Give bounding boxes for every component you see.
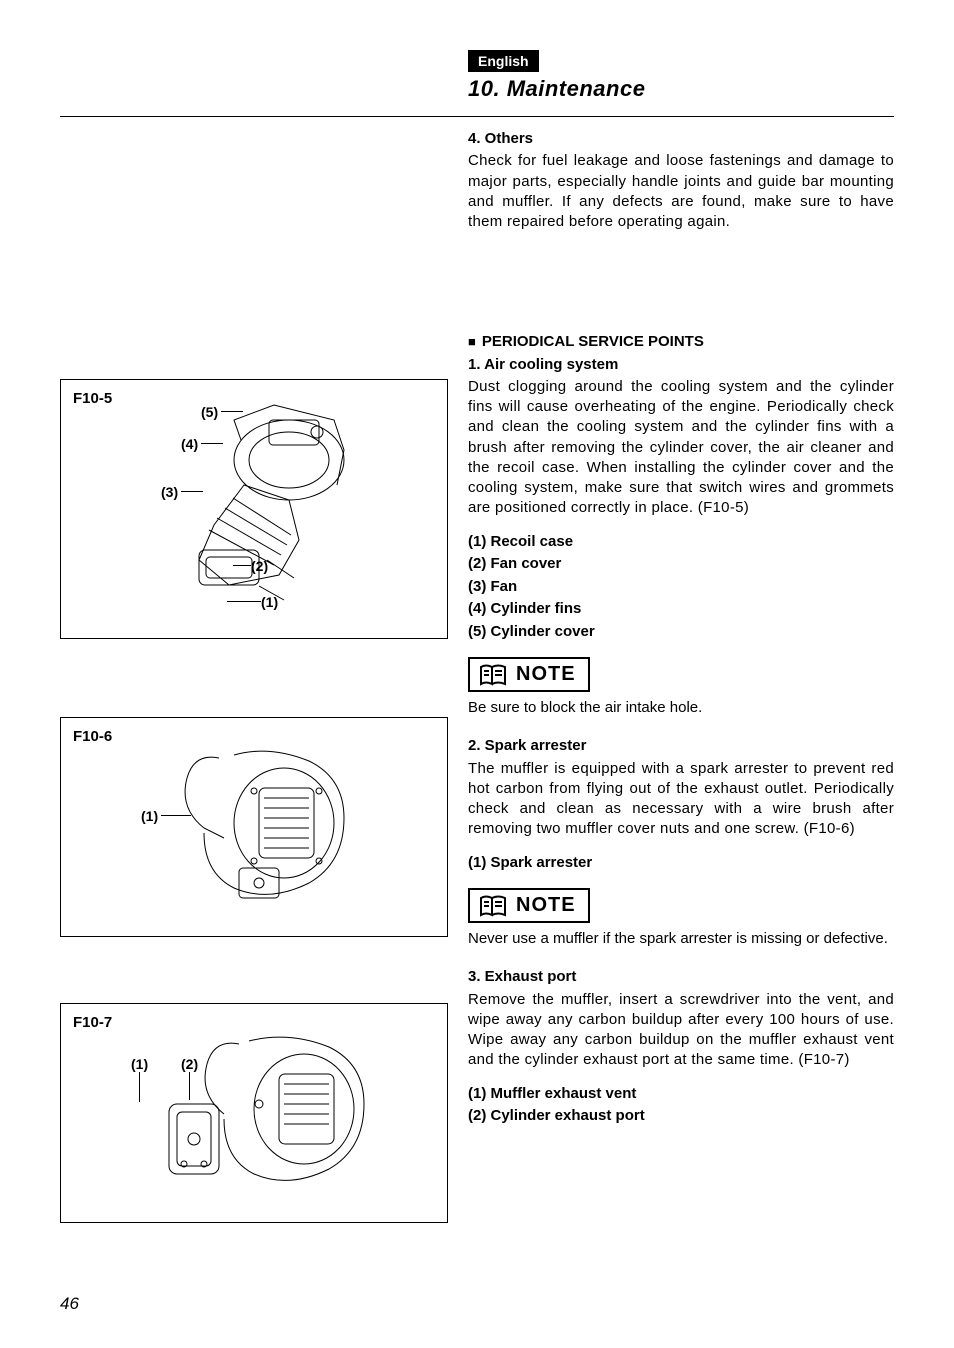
figure-label: F10-6 bbox=[73, 728, 112, 745]
exhaust-port-diagram-icon bbox=[129, 1019, 379, 1209]
sec2-parts: (1) Spark arrester bbox=[468, 852, 894, 875]
part-item: (2) Cylinder exhaust port bbox=[468, 1105, 894, 1128]
figure-f10-6: F10-6 bbox=[60, 717, 448, 937]
sec1-body: Dust clogging around the cooling system … bbox=[468, 377, 894, 519]
callout-3: (3) bbox=[161, 484, 178, 500]
figure-f10-7: F10-7 bbox=[60, 1003, 448, 1223]
part-item: (1) Spark arrester bbox=[468, 852, 894, 875]
sec1-parts: (1) Recoil case (2) Fan cover (3) Fan (4… bbox=[468, 531, 894, 644]
spark-arrester-diagram-icon bbox=[139, 733, 369, 923]
part-item: (5) Cylinder cover bbox=[468, 621, 894, 644]
note-box: NOTE bbox=[468, 657, 590, 692]
sec4-body: Check for fuel leakage and loose fasteni… bbox=[468, 151, 894, 232]
engine-diagram-icon bbox=[139, 390, 369, 610]
figure-label: F10-7 bbox=[73, 1014, 112, 1031]
sec2-body: The muffler is equipped with a spark arr… bbox=[468, 759, 894, 840]
note-label: NOTE bbox=[516, 892, 576, 919]
sec3-heading: 3. Exhaust port bbox=[468, 967, 894, 987]
callout-1: (1) bbox=[261, 594, 278, 610]
note-body: Be sure to block the air intake hole. bbox=[468, 698, 894, 718]
chapter-title: 10. Maintenance bbox=[468, 76, 894, 102]
callout-5: (5) bbox=[201, 404, 218, 420]
manual-icon bbox=[478, 663, 508, 687]
note-body: Never use a muffler if the spark arreste… bbox=[468, 929, 894, 949]
header-rule bbox=[60, 116, 894, 117]
sec4-heading: 4. Others bbox=[468, 129, 894, 149]
note-label: NOTE bbox=[516, 661, 576, 688]
periodical-heading: ■PERIODICAL SERVICE POINTS bbox=[468, 332, 894, 352]
callout-2: (2) bbox=[181, 1056, 198, 1072]
page-number: 46 bbox=[60, 1294, 79, 1314]
callout-1: (1) bbox=[141, 808, 158, 824]
callout-4: (4) bbox=[181, 436, 198, 452]
manual-icon bbox=[478, 894, 508, 918]
periodical-heading-text: PERIODICAL SERVICE POINTS bbox=[482, 333, 704, 350]
part-item: (1) Recoil case bbox=[468, 531, 894, 554]
sec2-heading: 2. Spark arrester bbox=[468, 736, 894, 756]
sec3-parts: (1) Muffler exhaust vent (2) Cylinder ex… bbox=[468, 1083, 894, 1128]
note-box: NOTE bbox=[468, 888, 590, 923]
part-item: (3) Fan bbox=[468, 576, 894, 599]
figure-label: F10-5 bbox=[73, 390, 112, 407]
figure-f10-5: F10-5 bbox=[60, 379, 448, 639]
callout-2: (2) bbox=[251, 558, 268, 574]
part-item: (4) Cylinder fins bbox=[468, 598, 894, 621]
part-item: (1) Muffler exhaust vent bbox=[468, 1083, 894, 1106]
callout-1: (1) bbox=[131, 1056, 148, 1072]
part-item: (2) Fan cover bbox=[468, 553, 894, 576]
sec1-heading: 1. Air cooling system bbox=[468, 355, 894, 375]
language-badge: English bbox=[468, 50, 539, 72]
sec3-body: Remove the muffler, insert a screwdriver… bbox=[468, 990, 894, 1071]
